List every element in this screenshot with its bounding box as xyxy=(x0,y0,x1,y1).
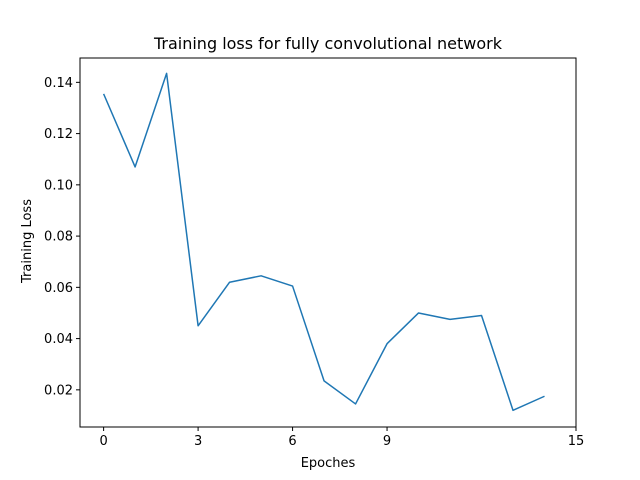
plot-area xyxy=(102,72,545,412)
x-tick-label: 3 xyxy=(194,434,202,449)
y-tick-label: 0.02 xyxy=(44,383,73,398)
x-axis: 0 3 6 9 15 xyxy=(99,427,584,449)
y-axis: 0.02 0.04 0.06 0.08 0.10 0.12 0.14 xyxy=(44,76,80,398)
x-tick-label: 6 xyxy=(288,434,296,449)
y-tick-label: 0.06 xyxy=(44,281,73,296)
x-tick-label: 9 xyxy=(383,434,391,449)
y-tick-label: 0.10 xyxy=(44,178,73,193)
plot-frame xyxy=(79,57,577,428)
y-tick-label: 0.14 xyxy=(44,76,73,91)
x-tick-label: 0 xyxy=(99,434,107,449)
series-line xyxy=(102,72,545,412)
y-tick-label: 0.12 xyxy=(44,127,73,142)
y-axis-title: Training Loss xyxy=(20,199,35,284)
chart-title: Training loss for fully convolutional ne… xyxy=(153,34,503,53)
y-tick-label: 0.08 xyxy=(44,230,73,245)
x-axis-title: Epoches xyxy=(301,456,356,471)
y-tick-label: 0.04 xyxy=(44,332,73,347)
x-tick-label: 15 xyxy=(568,434,585,449)
